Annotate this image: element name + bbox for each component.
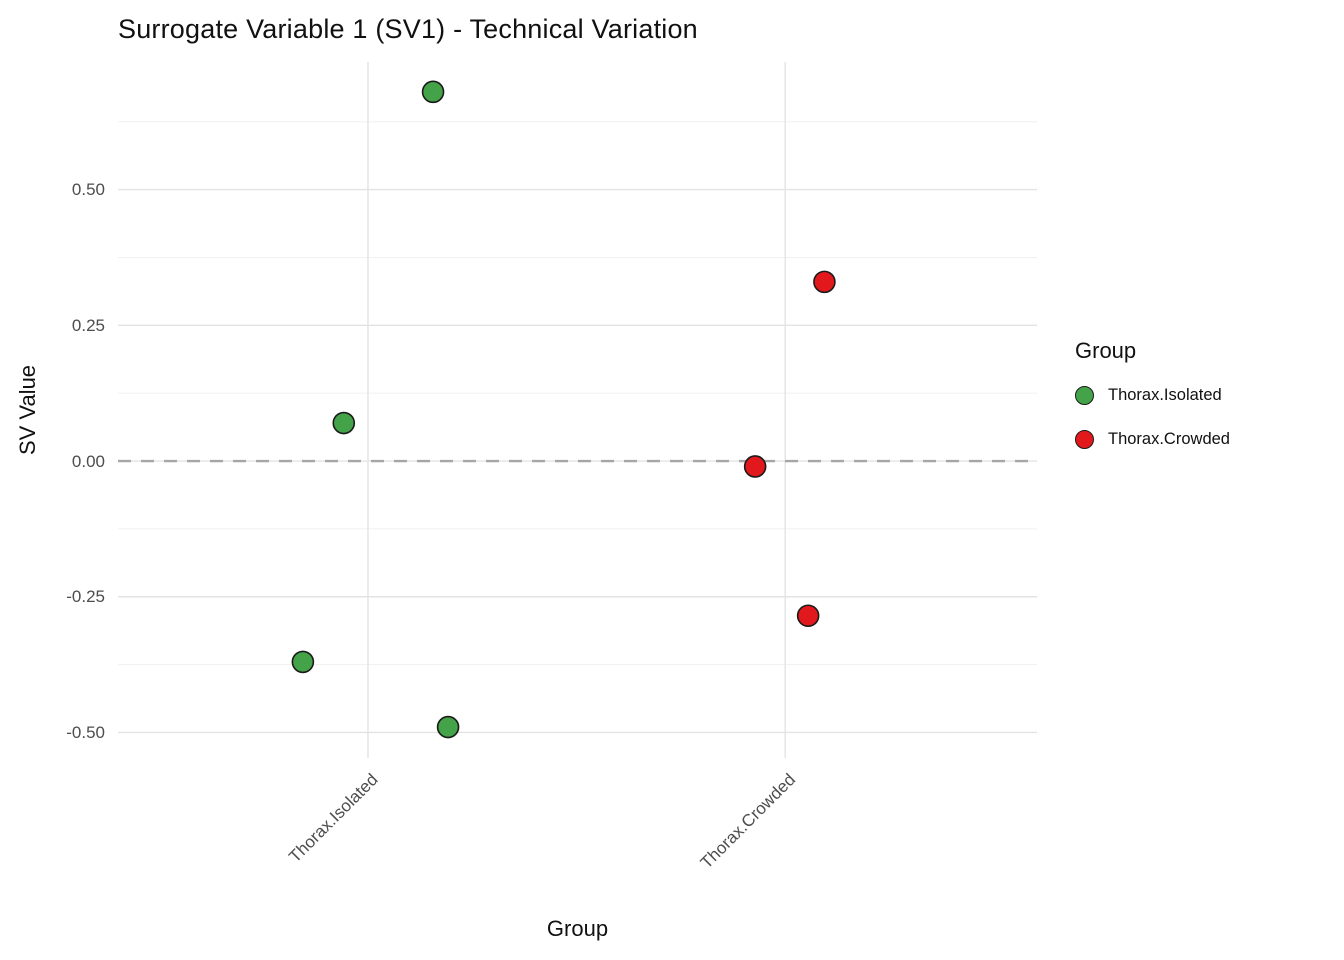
y-tick-label: 0.25: [71, 315, 105, 335]
data-point: [743, 455, 767, 478]
legend-items: Thorax.Isolated Thorax.Crowded: [1075, 380, 1335, 454]
chart-title: Surrogate Variable 1 (SV1) - Technical V…: [118, 14, 698, 44]
plot-panel: [118, 62, 1037, 758]
legend-label: Thorax.Isolated: [1108, 385, 1222, 404]
x-tick-label: Thorax.Isolated: [285, 770, 382, 867]
legend-label: Thorax.Crowded: [1108, 429, 1230, 448]
data-point: [421, 80, 445, 104]
y-tick-label: -0.25: [66, 587, 105, 607]
data-point: [436, 715, 460, 739]
legend-swatch-circle: [1075, 385, 1094, 405]
data-point: [291, 650, 315, 674]
y-tick-label: -0.50: [66, 722, 105, 742]
x-axis-tick-labels: Thorax.Isolated Thorax.Crowded: [118, 758, 1037, 908]
data-point: [796, 604, 820, 628]
scatter-plot: [118, 62, 1037, 758]
y-axis-tick-labels: 0.50 0.25 0.00 -0.25 -0.50: [0, 62, 105, 758]
x-tick-label: Thorax.Crowded: [696, 770, 799, 873]
legend: Group Thorax.Isolated Thorax.Crowded: [1075, 338, 1335, 468]
x-axis-title: Group: [546, 916, 609, 941]
y-tick-label: 0.50: [71, 180, 105, 200]
y-tick-label: 0.00: [71, 451, 105, 471]
data-point: [813, 270, 836, 294]
legend-item: Thorax.Crowded: [1075, 424, 1335, 454]
legend-title: Group: [1075, 338, 1137, 363]
legend-item: Thorax.Isolated: [1075, 380, 1335, 410]
legend-swatch-circle: [1075, 429, 1094, 449]
data-point: [332, 411, 356, 435]
